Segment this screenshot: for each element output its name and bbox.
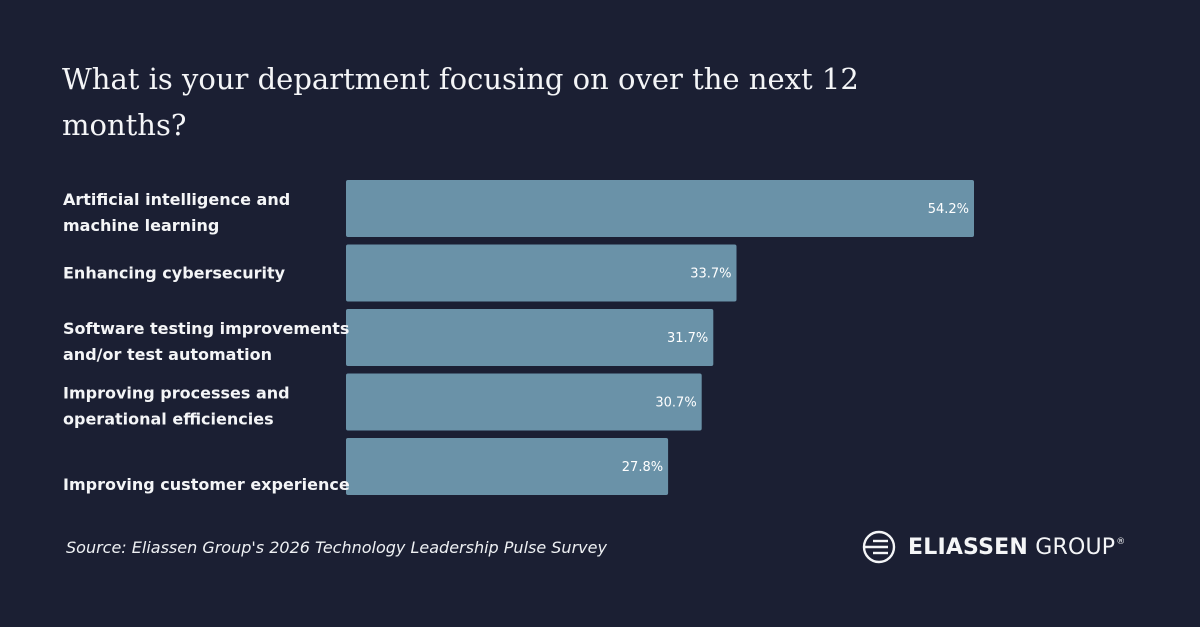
category-label-line: and/or test automation — [63, 345, 272, 364]
category-label-line: Improving processes and — [63, 384, 290, 403]
bars-group — [346, 180, 974, 495]
category-label-line: Software testing improvements — [63, 319, 349, 338]
category-label-4: Improving processes and operational effic… — [63, 384, 290, 429]
category-label-5: Improving customer experience — [63, 475, 350, 494]
bar-value-label-2: 33.7% — [690, 267, 731, 282]
bar-2 — [346, 244, 737, 302]
bar-1 — [346, 180, 974, 237]
category-label-1: Artificial intelligence and machine learn… — [63, 190, 290, 235]
eliassen-group-logo: ELIASSEN GROUP® — [862, 527, 1125, 567]
chart-title: What is your department focusing on over… — [62, 62, 859, 142]
category-label-2: Enhancing cybersecurity — [63, 264, 286, 283]
eliassen-logo-icon — [862, 530, 896, 564]
category-label-line: Enhancing cybersecurity — [63, 264, 286, 283]
bar-value-label-4: 30.7% — [655, 396, 696, 411]
category-label-line: Artificial intelligence and — [63, 190, 290, 209]
category-label-3: Software testing improvements and/or test… — [63, 319, 349, 364]
logo-light-word: GROUP — [1035, 534, 1116, 560]
category-label-line: operational efficiencies — [63, 410, 274, 429]
source-note: Source: Eliassen Group's 2026 Technology… — [66, 538, 607, 557]
value-labels-group: 54.2% 33.7% 31.7% 30.7% 27.8% — [622, 202, 969, 475]
category-labels-group: Artificial intelligence and machine learn… — [63, 190, 350, 494]
bar-3 — [346, 309, 714, 366]
bar-5 — [346, 438, 669, 495]
logo-bold-word: ELIASSEN — [908, 534, 1029, 560]
registered-mark: ® — [1116, 536, 1126, 547]
bar-value-label-5: 27.8% — [622, 460, 663, 475]
logo-wordmark: ELIASSEN GROUP® — [908, 535, 1125, 560]
bar-4 — [346, 373, 702, 431]
bar-value-label-1: 54.2% — [928, 202, 969, 217]
bar-chart: Artificial intelligence and machine learn… — [63, 180, 974, 495]
category-label-line: Improving customer experience — [63, 475, 350, 494]
bar-value-label-3: 31.7% — [667, 331, 708, 346]
category-label-line: machine learning — [63, 216, 219, 235]
